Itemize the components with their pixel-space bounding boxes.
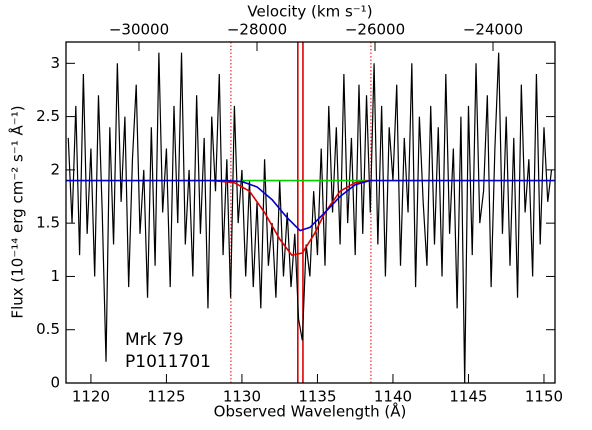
plot-frame	[65, 41, 556, 384]
x-tick-label: 1135	[298, 388, 336, 406]
series-line	[211, 179, 371, 257]
x-tick-label: 1150	[525, 388, 563, 406]
x-tick-label: 1130	[223, 388, 261, 406]
x-tick-label: 1140	[374, 388, 412, 406]
x-axis-label: Observed Wavelength (Å)	[214, 402, 407, 421]
x-tick-label: 1125	[147, 388, 185, 406]
annotation: Mrk 79	[125, 330, 184, 350]
y-tick-label: 2.5	[36, 107, 60, 125]
x2-tick-label: −28000	[227, 21, 287, 39]
y-tick-label: 3	[50, 54, 60, 72]
y-tick-label: 0.5	[36, 320, 60, 338]
y-tick-label: 1.5	[36, 214, 60, 232]
x-tick-label: 1145	[449, 388, 487, 406]
x-tick-label: 1120	[72, 388, 110, 406]
x2-tick-label: −24000	[463, 21, 523, 39]
y-tick-label: 0	[50, 374, 60, 392]
annotation: P1011701	[125, 352, 211, 372]
x2-tick-label: −30000	[109, 21, 169, 39]
x2-axis-label: Velocity (km s⁻¹)	[247, 3, 372, 21]
series-line	[67, 52, 553, 383]
series-line	[66, 179, 555, 232]
y-axis-label: Flux (10⁻¹⁴ erg cm⁻² s⁻¹ Å⁻¹)	[8, 105, 27, 318]
x2-tick-label: −26000	[345, 21, 405, 39]
y-tick-label: 2	[50, 160, 60, 178]
y-tick-label: 1	[50, 267, 60, 285]
plot-area	[66, 42, 555, 383]
